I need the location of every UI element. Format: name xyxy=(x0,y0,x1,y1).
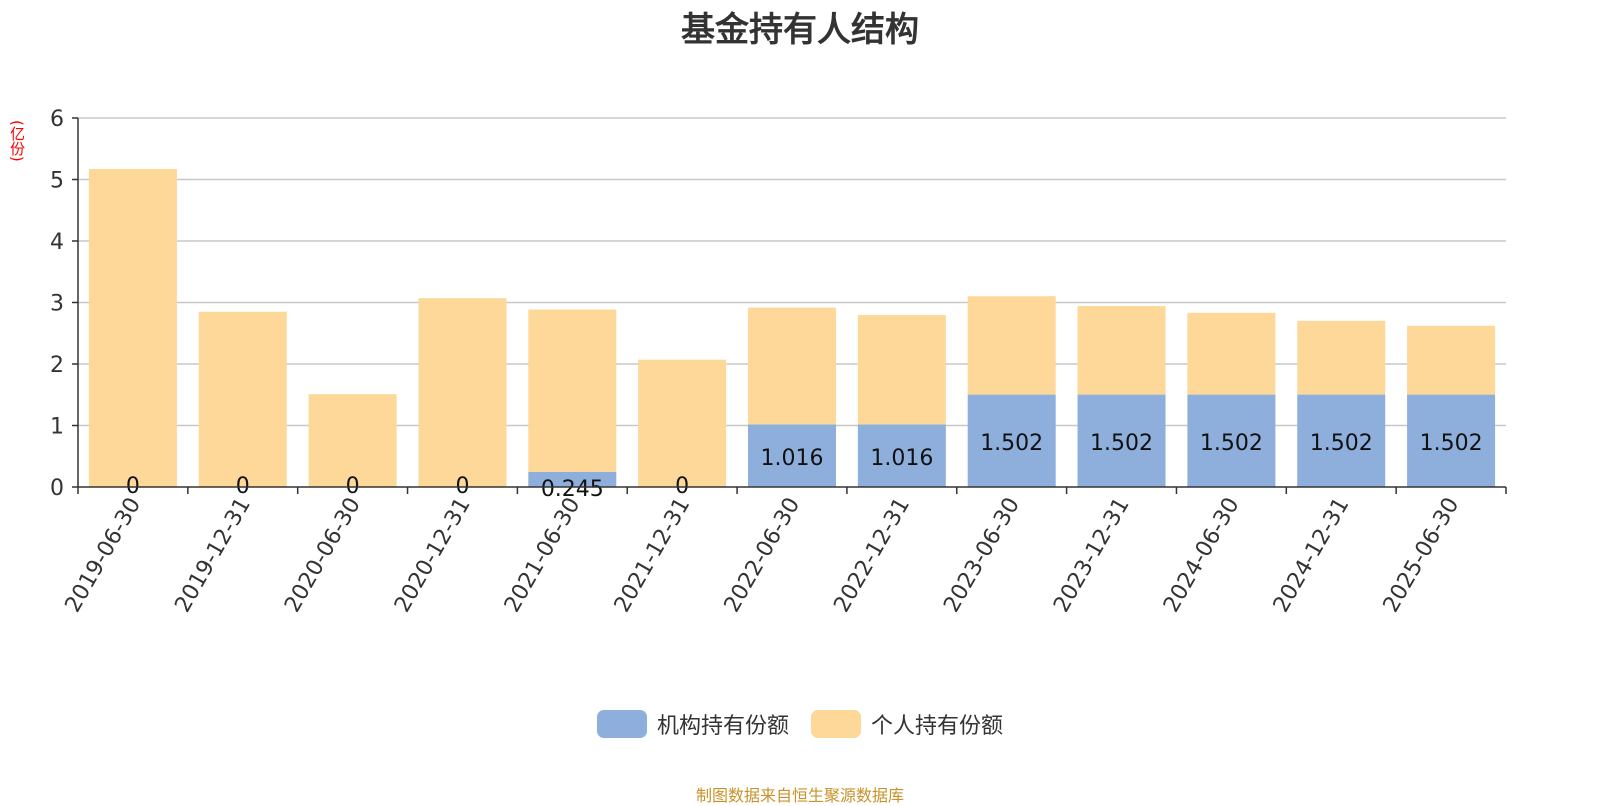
x-tick-label: 2023-12-31 xyxy=(1049,494,1135,617)
y-tick-label: 6 xyxy=(50,107,64,132)
x-tick-label: 2019-12-31 xyxy=(170,494,256,617)
bar-individual xyxy=(748,307,836,425)
x-tick-label: 2024-12-31 xyxy=(1269,494,1355,617)
data-label-institutional: 0.245 xyxy=(541,477,604,502)
bar-institutional xyxy=(1187,394,1276,487)
data-label-institutional: 1.502 xyxy=(980,431,1043,456)
x-tick-label: 2023-06-30 xyxy=(939,494,1025,617)
bar-individual xyxy=(528,309,617,472)
x-tick-label: 2025-06-30 xyxy=(1379,494,1465,617)
x-tick-label: 2022-12-31 xyxy=(829,494,915,617)
legend-swatch-institutional xyxy=(596,710,647,738)
data-label-institutional: 1.502 xyxy=(1200,431,1263,456)
chart-title: 基金持有人结构 xyxy=(681,10,919,50)
bar-institutional xyxy=(1077,394,1166,487)
bar-individual xyxy=(88,169,177,488)
bar-individual xyxy=(1297,320,1386,395)
legend-swatch-individual xyxy=(811,710,861,738)
bar-individual xyxy=(1407,325,1496,395)
legend: 机构持有份额 个人持有份额 xyxy=(0,708,1600,740)
bar-individual xyxy=(638,359,727,487)
bar-institutional xyxy=(748,424,836,487)
legend-label-individual: 个人持有份额 xyxy=(871,714,1004,739)
y-tick-label: 3 xyxy=(50,292,64,317)
y-tick-label: 5 xyxy=(50,169,64,194)
bar-institutional xyxy=(1407,394,1496,487)
legend-label-institutional: 机构持有份额 xyxy=(656,714,789,739)
bar-institutional xyxy=(1297,394,1386,487)
x-tick-label: 2020-06-30 xyxy=(280,494,366,617)
bar-individual xyxy=(967,296,1056,395)
bar-institutional xyxy=(967,394,1056,487)
data-label-institutional: 1.502 xyxy=(1090,431,1153,456)
data-label-institutional: 1.502 xyxy=(1420,431,1483,456)
x-tick-label: 2019-06-30 xyxy=(61,494,147,617)
bar-individual xyxy=(1077,306,1166,395)
data-label-institutional: 1.016 xyxy=(870,446,933,471)
bar-individual xyxy=(418,298,507,487)
x-tick-label: 2021-12-31 xyxy=(610,494,696,617)
bar-institutional xyxy=(857,424,946,487)
x-tick-label: 2024-06-30 xyxy=(1159,494,1245,617)
x-tick-label: 2022-06-30 xyxy=(720,494,806,617)
y-tick-label: 1 xyxy=(50,415,64,440)
bar-individual xyxy=(198,311,287,487)
bar-individual xyxy=(857,315,946,425)
data-label-institutional: 1.016 xyxy=(761,446,824,471)
source-note: 制图数据来自恒生聚源数据库 xyxy=(695,786,904,805)
y-tick-label: 0 xyxy=(50,476,64,501)
x-tick-label: 2020-12-31 xyxy=(390,494,476,617)
y-tick-label: 2 xyxy=(50,353,64,378)
y-axis-unit-label: (亿份) xyxy=(8,120,26,162)
legend-item-individual[interactable]: 个人持有份额 xyxy=(811,708,1003,740)
x-tick-label: 2021-06-30 xyxy=(500,494,586,617)
bar-individual xyxy=(1187,312,1276,395)
bar-institutional xyxy=(528,471,617,487)
y-tick-label: 4 xyxy=(50,230,64,255)
legend-item-institutional[interactable]: 机构持有份额 xyxy=(596,708,789,740)
bar-individual xyxy=(308,394,397,487)
data-label-institutional: 1.502 xyxy=(1310,431,1373,456)
